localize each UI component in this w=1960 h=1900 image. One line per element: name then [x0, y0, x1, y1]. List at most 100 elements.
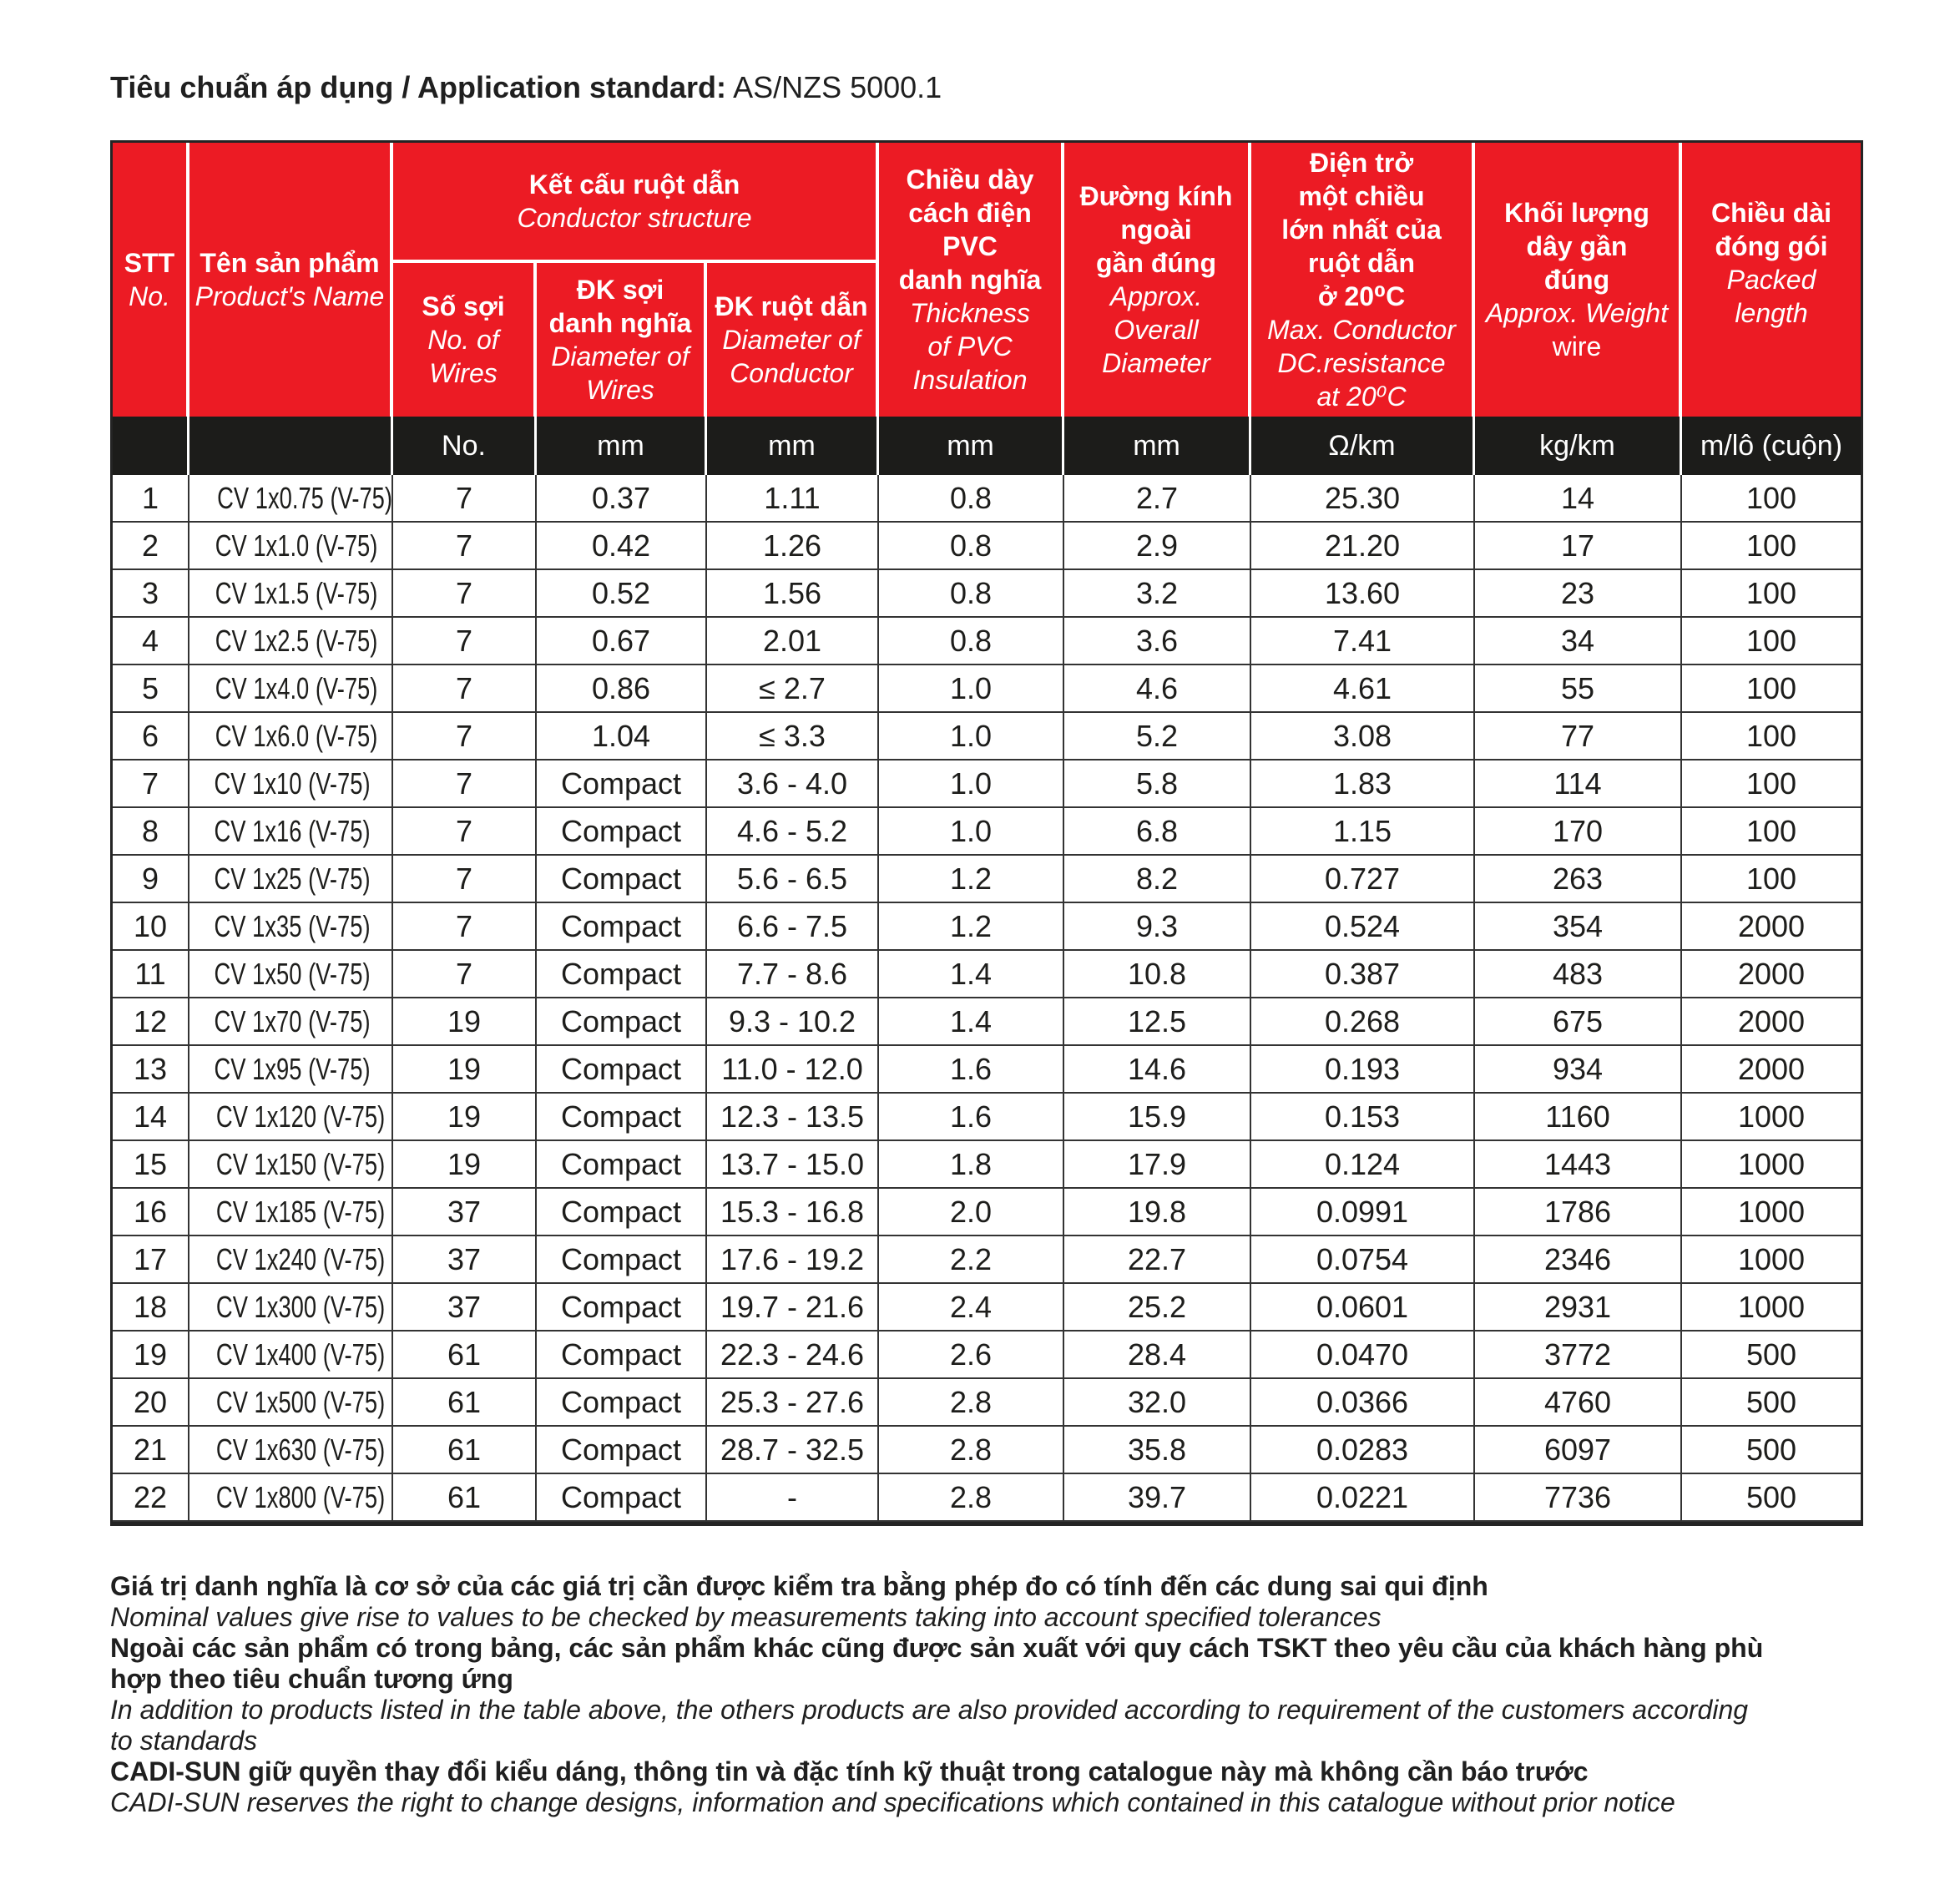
- table-cell: 500: [1682, 1332, 1861, 1379]
- table-cell: 4.6 - 5.2: [707, 808, 880, 856]
- table-body: 1 CV 1x0.75 (V-75) 7 0.37 1.11 0.8 2.7 25.30 14 1…: [113, 475, 1861, 1522]
- table-cell: 2.2: [879, 1236, 1065, 1284]
- table-cell: 9.3 - 10.2: [707, 998, 880, 1046]
- table-cell: 17: [1475, 523, 1683, 570]
- table-cell: Compact: [537, 1046, 707, 1094]
- table-cell: ≤ 3.3: [707, 713, 880, 761]
- footnote-line: CADI-SUN giữ quyền thay đổi kiểu dáng, t…: [110, 1756, 1589, 1786]
- table-cell: Compact: [537, 1332, 707, 1379]
- table-cell: 4760: [1475, 1379, 1683, 1427]
- table-cell: Compact: [537, 1141, 707, 1189]
- table-cell: 0.524: [1251, 903, 1476, 951]
- units-row: No. mm mm mm mm Ω/km kg/km m/lô (cuộn): [113, 417, 1861, 475]
- table-cell: 10: [113, 903, 189, 951]
- product-name-cell: CV 1x630 (V-75): [189, 1427, 393, 1474]
- table-cell: 61: [393, 1474, 537, 1522]
- table-cell: 100: [1682, 618, 1861, 665]
- table-cell: 675: [1475, 998, 1683, 1046]
- unit-cell: kg/km: [1475, 417, 1683, 475]
- table-cell: 2.8: [879, 1427, 1065, 1474]
- footnote-line: Ngoài các sản phẩm có trong bảng, các sả…: [110, 1633, 1764, 1694]
- header-stt: STT No.: [113, 143, 189, 417]
- header-dc-resistance: Điện trở một chiều lớn nhất của ruột dẫn…: [1251, 143, 1476, 417]
- table-row: 21 CV 1x630 (V-75) 61 Compact 28.7 - 32.5 2.8…: [113, 1427, 1861, 1474]
- table-cell: 7: [393, 856, 537, 903]
- table-cell: 61: [393, 1379, 537, 1427]
- table-cell: 0.8: [879, 523, 1065, 570]
- table-cell: 17.6 - 19.2: [707, 1236, 880, 1284]
- unit-cell: mm: [879, 417, 1065, 475]
- table-cell: 1.2: [879, 903, 1065, 951]
- table-row: 7 CV 1x10 (V-75) 7 Compact 3.6 - 4.0 1.0 5.8 1.…: [113, 761, 1861, 808]
- table-cell: Compact: [537, 1236, 707, 1284]
- table-cell: 100: [1682, 475, 1861, 523]
- catalog-page: Tiêu chuẩn áp dụng / Application standar…: [110, 70, 1864, 1817]
- table-cell: 6097: [1475, 1427, 1683, 1474]
- table-cell: 1000: [1682, 1284, 1861, 1332]
- table-cell: Compact: [537, 808, 707, 856]
- product-name-cell: CV 1x2.5 (V-75): [189, 618, 393, 665]
- table-cell: 18: [113, 1284, 189, 1332]
- table-cell: 7: [393, 618, 537, 665]
- table-cell: 19.7 - 21.6: [707, 1284, 880, 1332]
- table-cell: Compact: [537, 998, 707, 1046]
- product-name-cell: CV 1x70 (V-75): [189, 998, 393, 1046]
- table-cell: 1: [113, 475, 189, 523]
- table-cell: 7: [393, 570, 537, 618]
- table-row: 14 CV 1x120 (V-75) 19 Compact 12.3 - 13.5 1.6…: [113, 1094, 1861, 1141]
- table-cell: 37: [393, 1189, 537, 1236]
- table-cell: 2.01: [707, 618, 880, 665]
- table-cell: 9: [113, 856, 189, 903]
- table-cell: 0.0991: [1251, 1189, 1476, 1236]
- product-name-cell: CV 1x300 (V-75): [189, 1284, 393, 1332]
- table-cell: 2: [113, 523, 189, 570]
- table-row: 3 CV 1x1.5 (V-75) 7 0.52 1.56 0.8 3.2 13.60 23 10…: [113, 570, 1861, 618]
- table-cell: 17.9: [1064, 1141, 1252, 1189]
- table-cell: 3.6: [1064, 618, 1252, 665]
- header-conductor-structure-group: Kết cấu ruột dẫn Conductor structure: [393, 143, 880, 264]
- table-cell: 25.30: [1251, 475, 1476, 523]
- product-name-cell: CV 1x1.0 (V-75): [189, 523, 393, 570]
- table-cell: 7: [393, 761, 537, 808]
- table-cell: 2000: [1682, 998, 1861, 1046]
- table-cell: 483: [1475, 951, 1683, 998]
- table-cell: 0.8: [879, 570, 1065, 618]
- table-cell: 37: [393, 1236, 537, 1284]
- product-name-cell: CV 1x400 (V-75): [189, 1332, 393, 1379]
- footnote-line: Giá trị danh nghĩa là cơ sở của các giá …: [110, 1571, 1488, 1601]
- table-cell: 0.0283: [1251, 1427, 1476, 1474]
- table-cell: 1.6: [879, 1094, 1065, 1141]
- product-name-cell: CV 1x120 (V-75): [189, 1094, 393, 1141]
- table-row: 18 CV 1x300 (V-75) 37 Compact 19.7 - 21.6 2.4…: [113, 1284, 1861, 1332]
- table-cell: 0.0366: [1251, 1379, 1476, 1427]
- table-cell: 3.08: [1251, 713, 1476, 761]
- table-cell: 1.0: [879, 713, 1065, 761]
- table-cell: 2000: [1682, 1046, 1861, 1094]
- table-cell: 39.7: [1064, 1474, 1252, 1522]
- product-name-cell: CV 1x500 (V-75): [189, 1379, 393, 1427]
- table-cell: 32.0: [1064, 1379, 1252, 1427]
- table-cell: 5.2: [1064, 713, 1252, 761]
- table-cell: 25.3 - 27.6: [707, 1379, 880, 1427]
- table-cell: 7: [113, 761, 189, 808]
- table-cell: 10.8: [1064, 951, 1252, 998]
- table-cell: 6.6 - 7.5: [707, 903, 880, 951]
- table-cell: 3: [113, 570, 189, 618]
- table-cell: 2000: [1682, 951, 1861, 998]
- table-cell: 22: [113, 1474, 189, 1522]
- unit-cell: mm: [1064, 417, 1252, 475]
- table-cell: 11.0 - 12.0: [707, 1046, 880, 1094]
- table-cell: 1.15: [1251, 808, 1476, 856]
- table-cell: 100: [1682, 856, 1861, 903]
- table-cell: Compact: [537, 1474, 707, 1522]
- table-row: 1 CV 1x0.75 (V-75) 7 0.37 1.11 0.8 2.7 25.30 14 1…: [113, 475, 1861, 523]
- table-cell: 19: [393, 1046, 537, 1094]
- table-cell: 0.0601: [1251, 1284, 1476, 1332]
- table-cell: 22.3 - 24.6: [707, 1332, 880, 1379]
- table-cell: Compact: [537, 903, 707, 951]
- product-name-cell: CV 1x35 (V-75): [189, 903, 393, 951]
- table-cell: 34: [1475, 618, 1683, 665]
- table-cell: 1.2: [879, 856, 1065, 903]
- product-name-cell: CV 1x1.5 (V-75): [189, 570, 393, 618]
- header-overall-diameter: Đường kính ngoài gần đúng Approx. Overal…: [1064, 143, 1252, 417]
